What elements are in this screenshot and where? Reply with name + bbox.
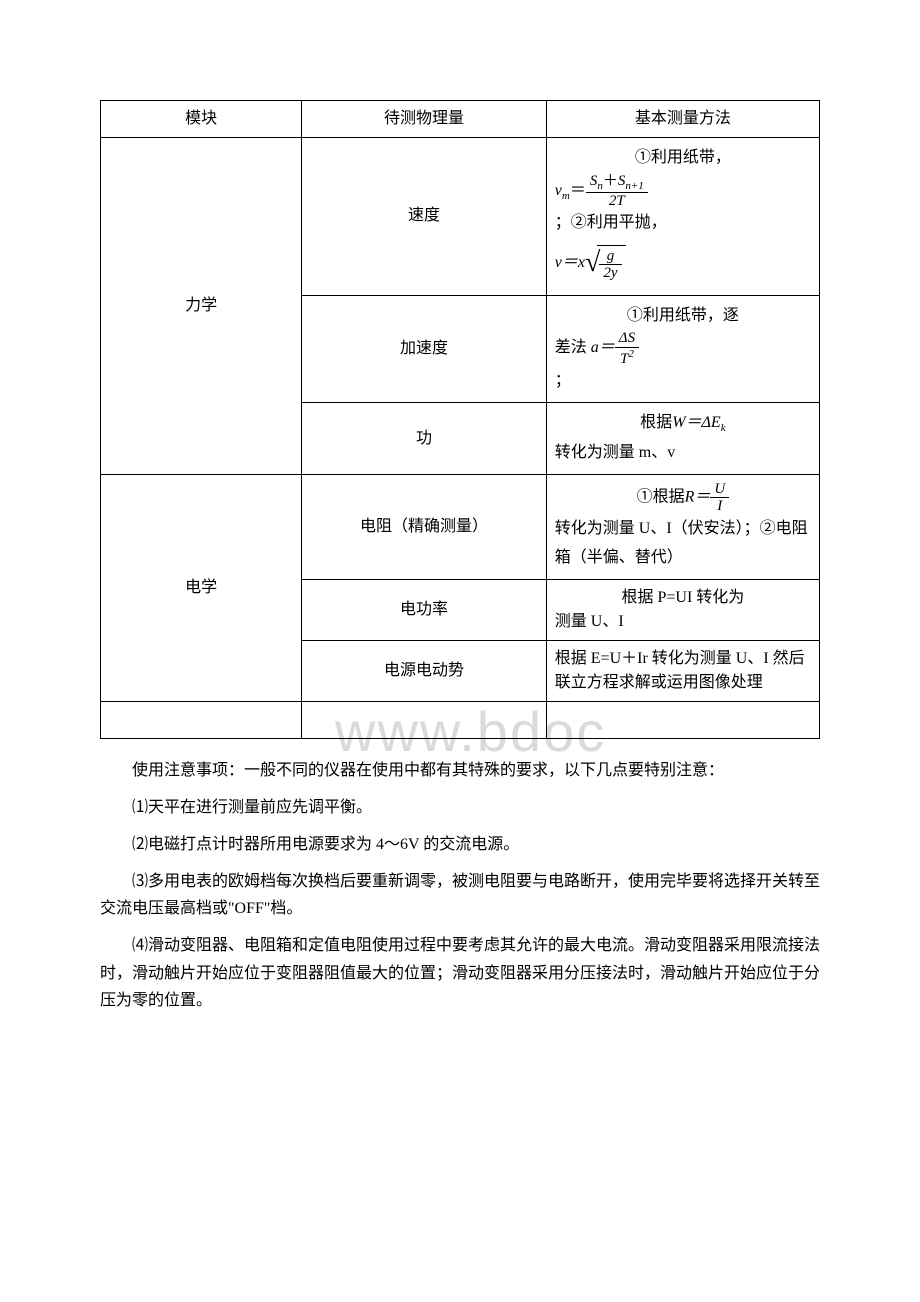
text-fragment: ①根据 bbox=[637, 489, 685, 506]
formula-sqrt: √g2y bbox=[585, 238, 626, 288]
quantity-work: 功 bbox=[302, 403, 546, 475]
text-fragment: ①利用纸带， bbox=[635, 144, 731, 173]
formula-r-lhs: R＝ bbox=[685, 489, 711, 506]
formula-a-lhs: a＝ bbox=[591, 340, 615, 357]
formula-vm-lhs: vm bbox=[555, 182, 570, 199]
note-item-2: ⑵电磁打点计时器所用电源要求为 4～6V 的交流电源。 bbox=[100, 831, 820, 858]
table-row: 电学 电阻（精确测量） ①根据R＝ U I 转化为测量 U、I（伏安法）；②电阻… bbox=[101, 474, 820, 579]
quantity-power: 电功率 bbox=[302, 579, 546, 640]
table-empty-row bbox=[101, 701, 820, 738]
text-fragment: ；②利用平抛， bbox=[555, 209, 811, 238]
formula-v-lhs: v＝x bbox=[555, 254, 585, 271]
formula-a-frac: ΔS T2 bbox=[615, 330, 639, 367]
empty-cell bbox=[546, 701, 819, 738]
method-emf: 根据 E=U＋Ir 转化为测量 U、I 然后联立方程求解或运用图像处理 bbox=[546, 640, 819, 701]
text-fragment: 根据 P=UI 转化为 bbox=[555, 586, 811, 610]
empty-cell bbox=[101, 701, 302, 738]
quantity-acceleration: 加速度 bbox=[302, 295, 546, 403]
table-header-row: 模块 待测物理量 基本测量方法 bbox=[101, 101, 820, 138]
method-resistance: ①根据R＝ U I 转化为测量 U、I（伏安法）；②电阻箱（半偏、替代） bbox=[546, 474, 819, 579]
document-page: www.bdoc 模块 待测物理量 基本测量方法 力学 速度 ①利用纸带， vm… bbox=[100, 100, 820, 1014]
formula-r-frac: U I bbox=[710, 481, 729, 515]
physics-table: 模块 待测物理量 基本测量方法 力学 速度 ①利用纸带， vm＝ Sn＋Sn+1… bbox=[100, 100, 820, 739]
module-mechanics: 力学 bbox=[101, 138, 302, 475]
text-fragment: 差法 bbox=[555, 340, 587, 357]
method-acceleration: ①利用纸带，逐 差法 a＝ ΔS T2 ； bbox=[546, 295, 819, 403]
quantity-resistance: 电阻（精确测量） bbox=[302, 474, 546, 579]
method-work: 根据W＝ΔEk 转化为测量 m、v bbox=[546, 403, 819, 475]
module-electricity: 电学 bbox=[101, 474, 302, 701]
note-item-4: ⑷滑动变阻器、电阻箱和定值电阻使用过程中要考虑其允许的最大电流。滑动变阻器采用限… bbox=[100, 932, 820, 1014]
formula-vm-frac: Sn＋Sn+1 2T bbox=[586, 173, 648, 210]
quantity-emf: 电源电动势 bbox=[302, 640, 546, 701]
table-row: 力学 速度 ①利用纸带， vm＝ Sn＋Sn+1 2T ；②利用平抛， v＝x√… bbox=[101, 138, 820, 296]
note-item-1: ⑴天平在进行测量前应先调平衡。 bbox=[100, 794, 820, 821]
header-module: 模块 bbox=[101, 101, 302, 138]
quantity-speed: 速度 bbox=[302, 138, 546, 296]
text-fragment: 根据 bbox=[640, 414, 672, 431]
note-intro: 使用注意事项：一般不同的仪器在使用中都有其特殊的要求，以下几点要特别注意： bbox=[100, 757, 820, 784]
note-item-3: ⑶多用电表的欧姆档每次换档后要重新调零，被测电阻要与电路断开，使用完毕要将选择开… bbox=[100, 868, 820, 922]
header-quantity: 待测物理量 bbox=[302, 101, 546, 138]
text-fragment: 转化为测量 U、I（伏安法）；②电阻箱（半偏、替代） bbox=[555, 515, 811, 573]
text-fragment: 转化为测量 m、v bbox=[555, 439, 811, 468]
notes-section: 使用注意事项：一般不同的仪器在使用中都有其特殊的要求，以下几点要特别注意： ⑴天… bbox=[100, 757, 820, 1015]
method-speed: ①利用纸带， vm＝ Sn＋Sn+1 2T ；②利用平抛， v＝x√g2y bbox=[546, 138, 819, 296]
text-fragment: ； bbox=[555, 367, 811, 396]
text-fragment: ①利用纸带，逐 bbox=[555, 302, 811, 331]
formula-w: W＝ΔEk bbox=[672, 414, 725, 431]
method-power: 根据 P=UI 转化为 测量 U、I bbox=[546, 579, 819, 640]
text-fragment: 测量 U、I bbox=[555, 613, 624, 630]
header-method: 基本测量方法 bbox=[546, 101, 819, 138]
empty-cell bbox=[302, 701, 546, 738]
